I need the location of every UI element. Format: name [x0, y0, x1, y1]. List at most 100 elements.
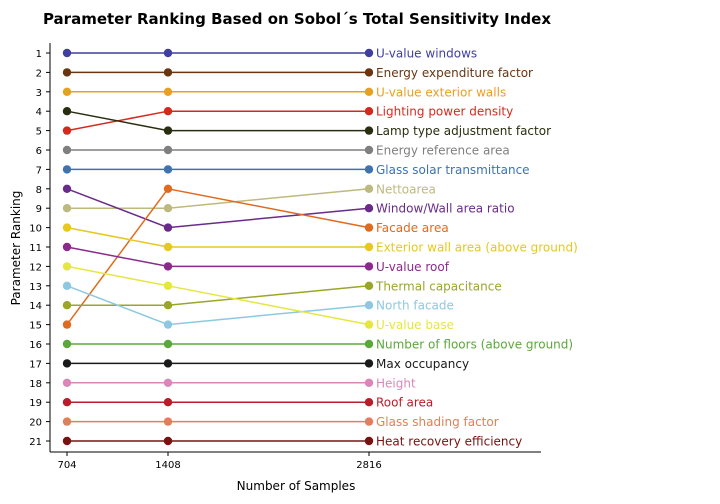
data-point	[163, 436, 173, 446]
series-label: Number of floors (above ground)	[376, 338, 573, 352]
chart-title: Parameter Ranking Based on Sobol´s Total…	[43, 10, 551, 28]
data-point	[364, 126, 374, 135]
data-point	[62, 48, 72, 58]
y-axis-label: Parameter Ranking	[9, 191, 23, 306]
data-point	[163, 398, 173, 407]
series-label: Height	[376, 376, 416, 390]
data-point	[62, 339, 72, 349]
data-point	[62, 223, 72, 232]
data-point	[364, 145, 374, 155]
data-point	[62, 378, 72, 387]
y-tick-label: 8	[36, 185, 42, 196]
series-label: Thermal capacitance	[375, 279, 502, 293]
data-point	[163, 87, 173, 97]
data-point	[62, 281, 72, 290]
data-point	[364, 262, 374, 271]
data-point	[163, 48, 173, 58]
data-point	[62, 87, 72, 97]
data-point	[62, 417, 72, 426]
series-line	[66, 187, 370, 326]
x-axis-label: Number of Samples	[237, 479, 356, 493]
series-label: U-value exterior walls	[376, 85, 506, 99]
data-point	[62, 145, 72, 155]
data-point	[62, 301, 72, 310]
y-tick-label: 19	[29, 398, 42, 409]
series-label: Heat recovery efficiency	[376, 435, 522, 449]
data-point	[163, 184, 173, 193]
series-label: Glass solar transmittance	[376, 163, 530, 177]
data-point	[163, 359, 173, 368]
data-point	[364, 165, 374, 174]
y-tick-label: 16	[29, 340, 42, 351]
data-point	[163, 378, 173, 387]
y-tick-label: 1	[36, 49, 42, 60]
data-point	[163, 262, 173, 271]
y-tick-label: 6	[36, 146, 42, 157]
data-point	[163, 126, 173, 135]
data-point	[163, 417, 173, 426]
series-label: Lamp type adjustment factor	[376, 124, 551, 138]
series-label: U-value base	[376, 318, 454, 332]
data-point	[163, 223, 173, 232]
series-line	[66, 110, 369, 132]
data-point	[62, 398, 72, 407]
y-tick-label: 12	[29, 262, 42, 273]
y-tick-label: 5	[36, 127, 42, 138]
data-point	[364, 398, 374, 407]
data-point	[62, 165, 72, 174]
series-label: Nettoarea	[376, 182, 436, 196]
y-tick-label: 2	[36, 68, 42, 79]
data-point	[364, 359, 374, 368]
data-point	[364, 378, 374, 387]
data-point	[163, 301, 173, 310]
data-point	[364, 301, 374, 310]
data-point	[364, 242, 374, 252]
series-lines	[66, 52, 370, 442]
data-point	[364, 107, 374, 116]
data-point	[62, 68, 72, 77]
y-tick-label: 13	[29, 282, 42, 293]
y-tick-label: 7	[36, 165, 42, 176]
series-labels: U-value windows Energy expenditure factor…	[375, 47, 578, 449]
data-point	[163, 242, 173, 252]
data-point	[163, 204, 173, 213]
data-point	[62, 184, 72, 193]
y-tick-label: 15	[29, 321, 42, 332]
y-tick-label: 18	[29, 379, 42, 390]
series-label: North facade	[376, 299, 454, 313]
data-point	[364, 48, 374, 58]
data-point	[163, 339, 173, 349]
y-tick-label: 14	[29, 301, 42, 312]
data-point	[62, 126, 72, 135]
series-label: U-value windows	[376, 47, 477, 61]
data-point	[62, 262, 72, 271]
y-tick-label: 20	[29, 418, 42, 429]
data-point	[364, 204, 374, 213]
x-ticks: 704 1408 2816	[57, 452, 382, 471]
data-point	[364, 223, 374, 232]
data-point	[163, 281, 173, 290]
data-point	[364, 436, 374, 446]
data-point	[62, 107, 72, 116]
y-tick-label: 11	[29, 243, 42, 254]
series-label: Facade area	[376, 221, 449, 235]
data-point	[364, 339, 374, 349]
series-label: Max occupancy	[376, 357, 469, 371]
series-label: Energy expenditure factor	[376, 66, 533, 80]
data-point	[163, 68, 173, 77]
series-label: Energy reference area	[376, 144, 510, 158]
series-line	[66, 265, 370, 326]
y-tick-label: 9	[36, 204, 42, 215]
y-tick-label: 21	[29, 437, 42, 448]
series-label: Lighting power density	[376, 105, 513, 119]
y-tick-label: 17	[29, 359, 42, 370]
data-point	[62, 242, 72, 252]
series-label: Glass shading factor	[376, 415, 499, 429]
data-point	[163, 107, 173, 116]
series-label: Window/Wall area ratio	[376, 202, 515, 216]
series-points	[62, 48, 374, 446]
data-point	[364, 320, 374, 329]
x-tick-label: 1408	[155, 460, 180, 471]
series-line	[66, 110, 369, 132]
